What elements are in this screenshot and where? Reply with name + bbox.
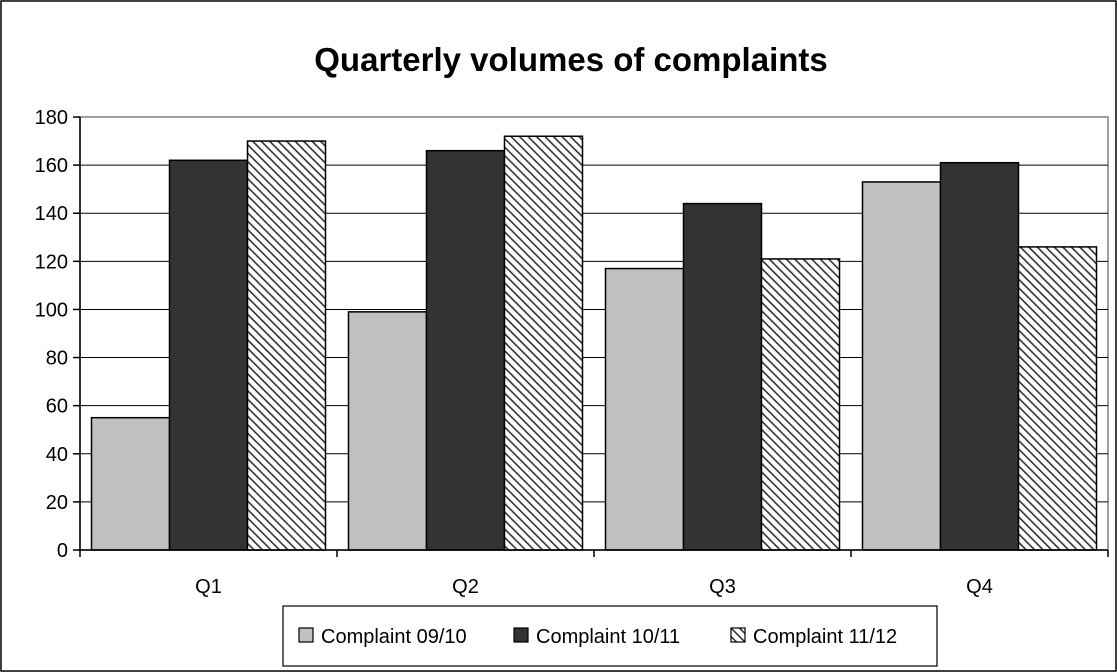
- chart-title: Quarterly volumes of complaints: [314, 41, 827, 78]
- bar-q4-series-2: [939, 161, 1020, 551]
- bars-group: [90, 135, 1098, 551]
- bar-q1-series-3: [246, 140, 327, 551]
- legend: Complaint 09/10 Complaint 10/11 Complaint …: [282, 605, 938, 667]
- y-tick-label: 0: [57, 540, 68, 562]
- x-tick-label: Q1: [195, 576, 222, 598]
- bar-q2-series-3: [503, 135, 584, 551]
- y-tick-label: 180: [35, 107, 68, 129]
- bar-q4-series-3: [1017, 246, 1098, 551]
- legend-box: [282, 605, 938, 667]
- bar-q1-series-1: [90, 416, 171, 551]
- y-tick-label: 160: [35, 155, 68, 177]
- y-tick-label: 140: [35, 203, 68, 225]
- legend-label-2: Complaint 10/11: [536, 626, 680, 648]
- bar-q3-series-1: [604, 267, 685, 551]
- bar-q3-series-3: [760, 258, 841, 551]
- x-tick-label: Q2: [452, 576, 479, 598]
- x-tick-label: Q3: [709, 576, 736, 598]
- y-tick-label: 60: [46, 396, 68, 418]
- legend-swatch-1: [298, 627, 314, 643]
- legend-swatch-3: [730, 627, 746, 643]
- y-tick-label: 20: [46, 492, 68, 514]
- bar-q2-series-2: [425, 149, 506, 551]
- bar-q2-series-1: [347, 311, 428, 551]
- x-axis-tick-labels: Q1 Q2 Q3 Q4: [195, 576, 993, 598]
- legend-swatch-2: [513, 627, 529, 643]
- bar-q3-series-2: [682, 202, 763, 551]
- y-tick-label: 120: [35, 251, 68, 273]
- y-tick-label: 80: [46, 348, 68, 370]
- legend-label-3: Complaint 11/12: [753, 626, 897, 648]
- legend-label-1: Complaint 09/10: [321, 626, 467, 648]
- y-tick-label: 40: [46, 444, 68, 466]
- x-tick-label: Q4: [966, 576, 993, 598]
- y-axis-tick-labels: 0 20 40 60 80 100 120 140 160 180: [35, 107, 68, 562]
- axes-group: [73, 116, 1109, 557]
- y-tick-label: 100: [35, 299, 68, 321]
- bar-q1-series-2: [168, 159, 249, 551]
- bar-q4-series-1: [861, 181, 942, 551]
